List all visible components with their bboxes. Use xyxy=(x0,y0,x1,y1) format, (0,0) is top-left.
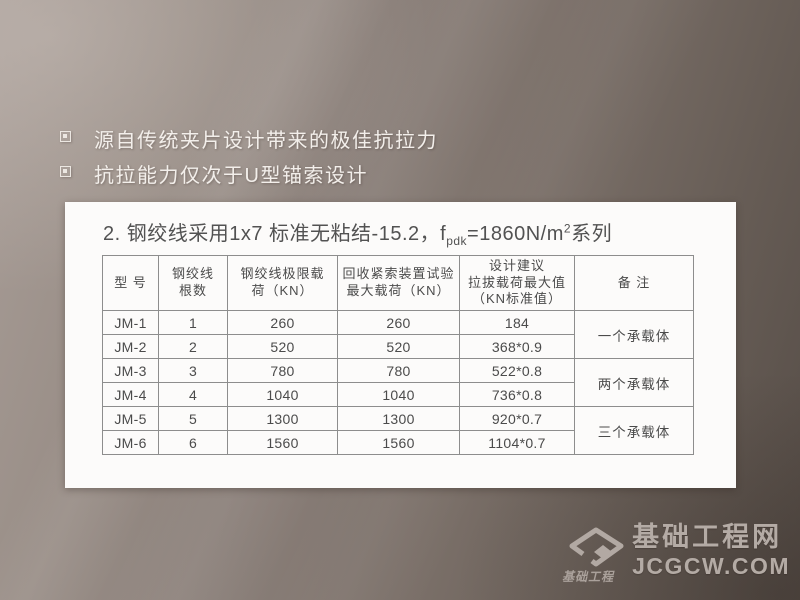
logo-seal-text: 基础工程 xyxy=(562,569,615,585)
site-logo: 基础工程 基础工程网 JCGCW.COM xyxy=(562,522,790,587)
table-row: JM-1 1 260 260 184 一个承载体 xyxy=(102,310,694,359)
bullet-text: 源自传统夹片设计带来的极佳抗拉力 xyxy=(94,130,438,152)
col-header-model: 型 号 xyxy=(102,255,159,311)
cell-model: JM-5 xyxy=(102,406,159,431)
cell-strands: 6 xyxy=(158,430,228,455)
cell-ultimate: 520 xyxy=(227,334,338,359)
table-row: JM-3 3 780 780 522*0.8 两个承载体 xyxy=(102,358,694,407)
cell-remark: 一个承载体 xyxy=(574,310,694,359)
cell-test: 520 xyxy=(337,334,460,359)
cell-design: 368*0.9 xyxy=(459,334,575,359)
logo-domain: JCGCW.COM xyxy=(632,552,790,579)
cell-model: JM-2 xyxy=(102,334,159,359)
table-row: JM-6 6 1560 1560 1104*0.7 xyxy=(102,430,694,455)
title-mid: =1860N/m xyxy=(467,223,564,245)
cell-ultimate: 780 xyxy=(227,358,338,383)
cell-design: 1104*0.7 xyxy=(459,430,575,455)
bullet-item: 抗拉能力仅次于U型锚索设计 xyxy=(60,159,438,194)
cell-strands: 5 xyxy=(158,406,228,431)
cell-strands: 3 xyxy=(158,358,228,383)
col-header-test-load: 回收紧索装置试验 最大载荷（KN） xyxy=(337,255,460,311)
cell-model: JM-1 xyxy=(102,310,159,335)
col-header-design-load: 设计建议 拉拔载荷最大值 （KN标准值） xyxy=(459,255,575,311)
cell-model: JM-6 xyxy=(102,430,159,455)
col-header-ultimate-load: 钢绞线极限载 荷（KN） xyxy=(227,255,338,311)
cell-model: JM-3 xyxy=(102,358,159,383)
table-row: JM-4 4 1040 1040 736*0.8 xyxy=(102,382,694,407)
title-suffix: 系列 xyxy=(571,223,613,245)
cell-ultimate: 1300 xyxy=(227,406,338,431)
cell-design: 736*0.8 xyxy=(459,382,575,407)
cell-ultimate: 1560 xyxy=(227,430,338,455)
cell-test: 1300 xyxy=(337,406,460,431)
logo-icon-wrap: 基础工程 xyxy=(562,525,626,587)
cell-strands: 2 xyxy=(158,334,228,359)
col-header-remark: 备 注 xyxy=(574,255,694,311)
cell-test: 1040 xyxy=(337,382,460,407)
cell-test: 260 xyxy=(337,310,460,335)
diamond-logo-icon xyxy=(569,527,624,567)
bullet-list: 源自传统夹片设计带来的极佳抗拉力 抗拉能力仅次于U型锚索设计 xyxy=(60,124,438,194)
cell-test: 1560 xyxy=(337,430,460,455)
cell-ultimate: 1040 xyxy=(227,382,338,407)
bullet-item: 源自传统夹片设计带来的极佳抗拉力 xyxy=(60,124,438,159)
logo-text: 基础工程网 JCGCW.COM xyxy=(632,522,790,579)
cell-ultimate: 260 xyxy=(227,310,338,335)
title-prefix: 2. 钢绞线采用1x7 标准无粘结-15.2，f xyxy=(103,223,447,245)
square-bullet-icon xyxy=(60,131,71,142)
bullet-text: 抗拉能力仅次于U型锚索设计 xyxy=(94,165,368,187)
title-subscript: pdk xyxy=(446,234,468,248)
cell-model: JM-4 xyxy=(102,382,159,407)
cell-remark: 两个承载体 xyxy=(574,358,694,407)
cell-design: 522*0.8 xyxy=(459,358,575,383)
cell-remark: 三个承载体 xyxy=(574,406,694,455)
square-bullet-icon xyxy=(60,166,71,177)
spec-table: 型 号 钢绞线 根数 钢绞线极限载 荷（KN） 回收紧索装置试验 最大载荷（KN… xyxy=(102,255,694,455)
cell-design: 920*0.7 xyxy=(459,406,575,431)
cell-design: 184 xyxy=(459,310,575,335)
col-header-strand-count: 钢绞线 根数 xyxy=(158,255,228,311)
cell-test: 780 xyxy=(337,358,460,383)
table-panel: 2. 钢绞线采用1x7 标准无粘结-15.2，fpdk=1860N/m2系列 型… xyxy=(65,202,736,488)
cell-strands: 4 xyxy=(158,382,228,407)
logo-site-name: 基础工程网 xyxy=(632,522,783,552)
table-row: JM-5 5 1300 1300 920*0.7 三个承载体 xyxy=(102,406,694,455)
header-row: 型 号 钢绞线 根数 钢绞线极限载 荷（KN） 回收紧索装置试验 最大载荷（KN… xyxy=(102,255,694,311)
table-title: 2. 钢绞线采用1x7 标准无粘结-15.2，fpdk=1860N/m2系列 xyxy=(103,217,612,248)
title-superscript: 2 xyxy=(563,221,572,236)
cell-strands: 1 xyxy=(158,310,228,335)
